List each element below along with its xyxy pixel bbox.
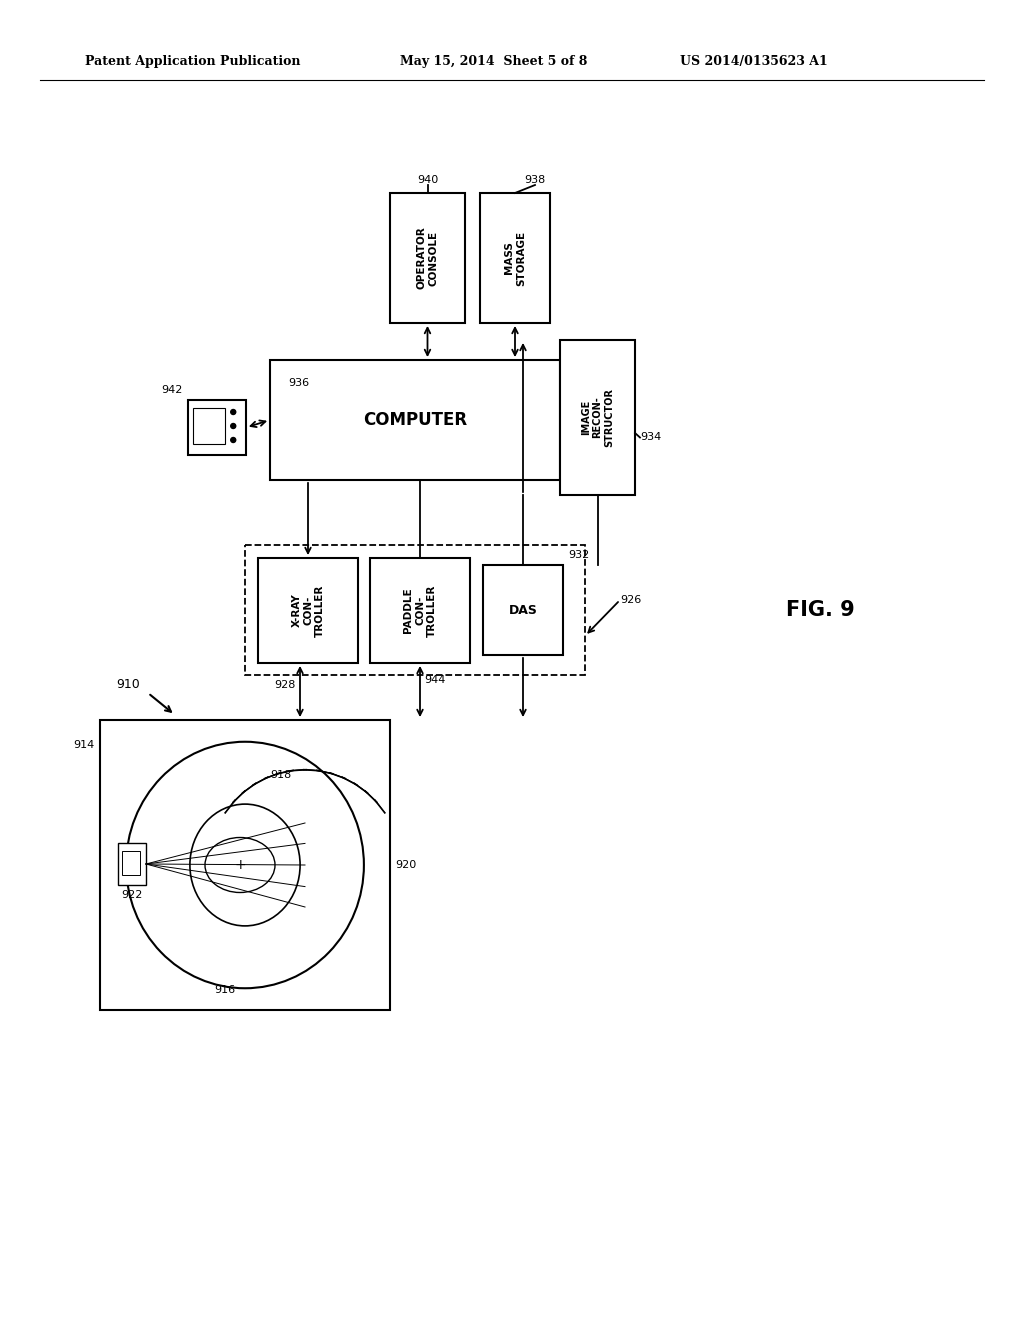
Text: MASS
STORAGE: MASS STORAGE	[504, 231, 525, 285]
Circle shape	[230, 409, 236, 414]
Bar	[188, 400, 246, 455]
Text: X-RAY
CON-
TROLLER: X-RAY CON- TROLLER	[292, 585, 325, 636]
Text: 944: 944	[424, 675, 445, 685]
Ellipse shape	[205, 837, 275, 892]
Circle shape	[230, 424, 236, 429]
Text: 922: 922	[121, 890, 142, 900]
Bar	[390, 193, 465, 323]
Text: 932: 932	[568, 550, 589, 560]
Ellipse shape	[126, 742, 364, 989]
Bar	[258, 558, 358, 663]
Text: OPERATOR
CONSOLE: OPERATOR CONSOLE	[417, 227, 438, 289]
Bar	[122, 851, 140, 875]
Text: May 15, 2014  Sheet 5 of 8: May 15, 2014 Sheet 5 of 8	[400, 55, 588, 69]
Text: COMPUTER: COMPUTER	[362, 411, 467, 429]
Bar	[118, 843, 146, 884]
Text: DAS: DAS	[509, 603, 538, 616]
Text: 928: 928	[274, 680, 296, 690]
Text: +: +	[234, 858, 246, 873]
Bar	[370, 558, 470, 663]
Bar	[483, 565, 563, 655]
Text: 934: 934	[640, 433, 662, 442]
Text: US 2014/0135623 A1: US 2014/0135623 A1	[680, 55, 827, 69]
Text: 914: 914	[74, 741, 95, 750]
Bar	[245, 545, 585, 675]
Text: 910: 910	[116, 678, 140, 692]
Bar	[193, 408, 225, 444]
Text: 938: 938	[524, 176, 546, 185]
Text: PADDLE
CON-
TROLLER: PADDLE CON- TROLLER	[403, 585, 436, 636]
Text: IMAGE
RECON-
STRUCTOR: IMAGE RECON- STRUCTOR	[581, 388, 614, 447]
Ellipse shape	[189, 804, 300, 925]
Circle shape	[230, 437, 236, 442]
Text: 916: 916	[214, 985, 236, 995]
Text: 918: 918	[270, 770, 291, 780]
Bar	[560, 341, 635, 495]
Bar	[270, 360, 560, 480]
Text: 926: 926	[620, 595, 641, 605]
Text: 936: 936	[288, 378, 309, 388]
Text: Patent Application Publication: Patent Application Publication	[85, 55, 300, 69]
Text: FIG. 9: FIG. 9	[785, 601, 854, 620]
Bar	[100, 719, 390, 1010]
Text: 942: 942	[162, 385, 183, 395]
Bar	[480, 193, 550, 323]
Text: 940: 940	[417, 176, 438, 185]
Text: 920: 920	[395, 861, 416, 870]
